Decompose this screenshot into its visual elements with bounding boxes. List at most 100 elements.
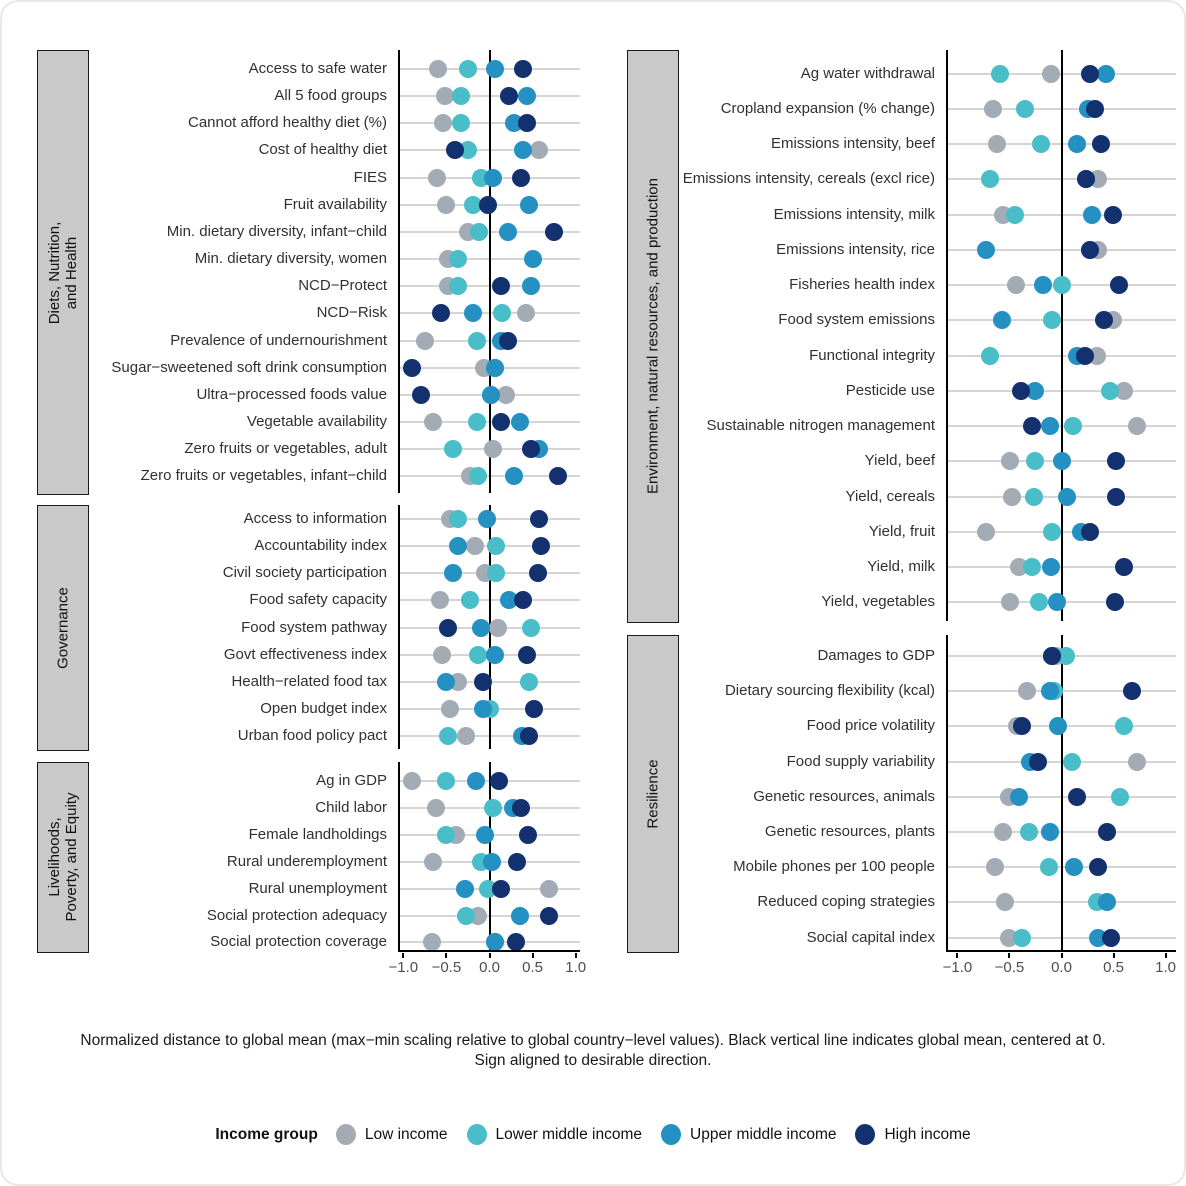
row-label-open-budget-index: Open budget index xyxy=(260,700,387,718)
legend-dot-upper-middle-income xyxy=(661,1124,682,1145)
row-label-govt-effectiveness-index: Govt effectiveness index xyxy=(223,645,387,663)
zero-line xyxy=(1060,635,1063,951)
category-strip-label-line: Poverty, and Equity xyxy=(63,792,80,922)
y-axis-line xyxy=(398,50,400,493)
row-label-emissions-intensity-beef: Emissions intensity, beef xyxy=(771,135,935,152)
row-label-fisheries-health-index: Fisheries health index xyxy=(789,276,935,293)
legend-label: Lower middle income xyxy=(495,1125,643,1143)
category-strip-label-line: Diets, Nutrition, xyxy=(46,221,63,324)
dot-low-income xyxy=(1128,417,1147,435)
row-label-fies: FIES xyxy=(353,168,387,186)
legend-dot-low-income xyxy=(335,1124,356,1145)
dot-upper-middle-income xyxy=(1052,452,1071,471)
dot-high-income xyxy=(1077,170,1096,189)
dot-upper-middle-income xyxy=(477,510,496,528)
dot-high-income xyxy=(1106,487,1125,506)
x-axis-tick-label: 1.0 xyxy=(565,959,587,976)
category-strip-label: Diets, Nutrition, and Health xyxy=(46,51,80,494)
dot-high-income xyxy=(1080,240,1099,259)
dot-high-income xyxy=(446,141,465,160)
row-label-zero-fruits-or-vegetables-adult: Zero fruits or vegetables, adult xyxy=(184,440,387,458)
row-label-pesticide-use: Pesticide use xyxy=(845,381,935,399)
row-label-ag-water-withdrawal: Ag water withdrawal xyxy=(800,64,935,82)
dot-lower-middle-income xyxy=(1043,522,1062,541)
row-label-fruit-availability: Fruit availability xyxy=(283,195,387,213)
row-label-dietary-sourcing-flexibility-kcal: Dietary sourcing flexibility (kcal) xyxy=(724,682,935,700)
legend-item-high-income: High income xyxy=(855,1124,971,1145)
row-label-yield-cereals: Yield, cereals xyxy=(845,487,936,505)
dot-lower-middle-income xyxy=(1023,558,1042,576)
dot-high-income xyxy=(1095,311,1114,330)
dot-lower-middle-income xyxy=(464,195,483,214)
category-strip-livelihoods-poverty-and-equity: Livelihoods, Poverty, and Equity xyxy=(37,762,89,953)
category-strip-resilience: Resilience xyxy=(627,635,679,953)
dot-lower-middle-income xyxy=(521,618,540,637)
dot-low-income xyxy=(427,168,446,187)
legend-label: Low income xyxy=(364,1125,448,1143)
row-label-genetic-resources-plants: Genetic resources, plants xyxy=(764,823,935,840)
dot-high-income xyxy=(439,618,458,637)
dot-lower-middle-income xyxy=(493,304,512,323)
x-axis-tick-label: 0.5 xyxy=(1103,959,1124,976)
dot-high-income xyxy=(514,591,533,610)
y-axis-line xyxy=(946,635,948,951)
dot-high-income xyxy=(1028,752,1047,771)
dot-low-income xyxy=(457,727,476,746)
dot-lower-middle-income xyxy=(470,222,489,241)
dot-upper-middle-income xyxy=(1098,893,1117,912)
dot-high-income xyxy=(489,772,508,790)
dot-high-income xyxy=(1105,593,1124,612)
dot-lower-middle-income xyxy=(980,170,999,189)
dot-upper-middle-income xyxy=(1064,858,1083,877)
zero-line xyxy=(488,50,491,493)
dot-low-income xyxy=(983,99,1002,118)
x-axis-tick-label: −0.5 xyxy=(431,959,462,976)
dot-upper-middle-income xyxy=(485,645,504,664)
row-label-food-system-emissions: Food system emissions xyxy=(778,311,935,329)
x-axis-tick xyxy=(488,952,491,958)
y-axis-line xyxy=(946,50,948,621)
row-label-social-protection-coverage: Social protection coverage xyxy=(210,933,387,951)
dot-upper-middle-income xyxy=(514,141,533,160)
dot-high-income xyxy=(1085,99,1104,118)
dot-upper-middle-income xyxy=(1033,276,1052,294)
dot-low-income xyxy=(427,798,446,817)
dot-high-income xyxy=(518,114,537,133)
dot-lower-middle-income xyxy=(1025,487,1044,506)
dot-low-income xyxy=(1001,593,1020,612)
dot-low-income xyxy=(433,645,452,664)
legend-title: Income group xyxy=(215,1125,318,1143)
dot-lower-middle-income xyxy=(980,346,999,365)
row-label-reduced-coping-strategies: Reduced coping strategies xyxy=(757,893,935,911)
y-axis-line xyxy=(398,505,400,749)
dot-lower-middle-income xyxy=(1101,381,1120,400)
row-label-yield-beef: Yield, beef xyxy=(864,452,935,470)
row-label-food-safety-capacity: Food safety capacity xyxy=(249,591,387,609)
dot-high-income xyxy=(1092,135,1111,153)
dot-low-income xyxy=(424,852,443,871)
dot-lower-middle-income xyxy=(1114,717,1133,736)
dot-low-income xyxy=(985,858,1004,877)
dot-high-income xyxy=(1012,717,1031,736)
dot-upper-middle-income xyxy=(510,906,529,925)
row-label-yield-fruit: Yield, fruit xyxy=(868,522,935,540)
dot-high-income xyxy=(532,537,551,556)
dot-low-income xyxy=(1018,682,1037,701)
dot-upper-middle-income xyxy=(466,772,485,790)
dot-high-income xyxy=(545,222,564,241)
dot-lower-middle-income xyxy=(444,440,463,459)
row-label-min-dietary-diversity-infant-child: Min. dietary diversity, infant−child xyxy=(166,222,387,240)
dot-high-income xyxy=(1076,346,1095,365)
dot-high-income xyxy=(491,412,510,431)
row-label-vegetable-availability: Vegetable availability xyxy=(246,412,387,430)
row-label-civil-society-participation: Civil society participation xyxy=(222,564,387,582)
caption: Normalized distance to global mean (max−… xyxy=(2,1031,1184,1070)
row-label-ncd-protect: NCD−Protect xyxy=(298,277,387,295)
dot-lower-middle-income xyxy=(469,467,488,486)
dot-lower-middle-income xyxy=(1056,647,1075,665)
dot-high-income xyxy=(518,645,537,664)
dot-low-income xyxy=(415,331,434,350)
dot-lower-middle-income xyxy=(449,250,468,269)
